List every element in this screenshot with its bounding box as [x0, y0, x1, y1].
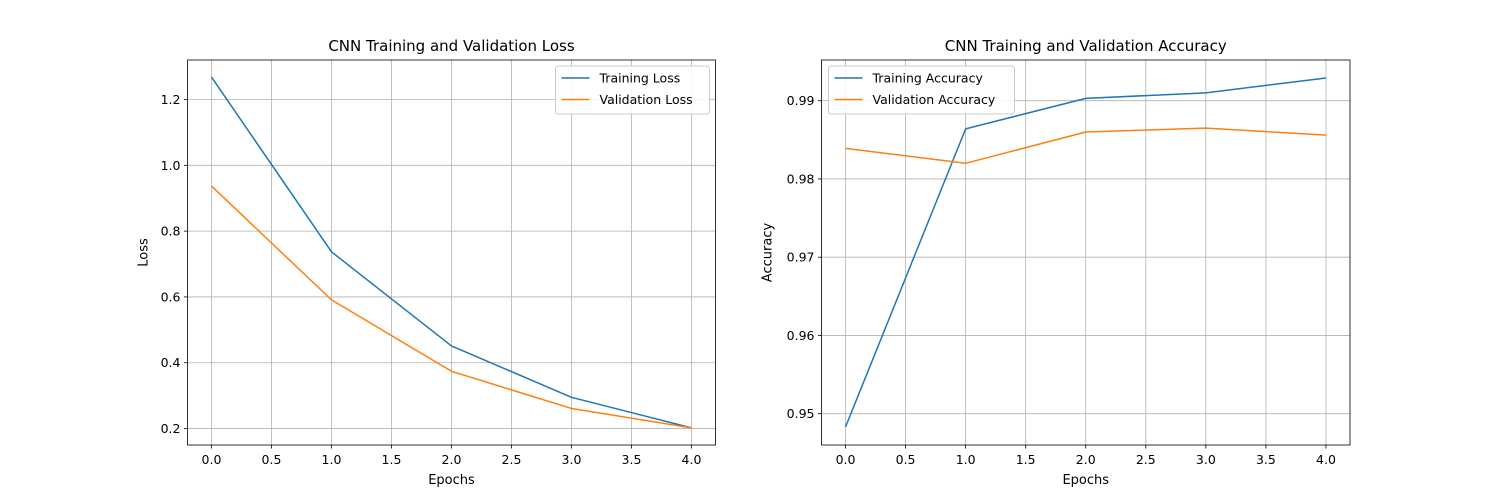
y-tick-label: 1.0 [161, 158, 181, 173]
legend: Training Loss Validation Loss [555, 65, 710, 115]
y-tick-label: 0.2 [161, 421, 181, 436]
legend-entry-label: Validation Loss [600, 92, 693, 107]
y-tick-label: 0.6 [161, 289, 181, 304]
x-tick-label: 4.0 [682, 452, 702, 467]
x-tick-label: 1.5 [382, 452, 402, 467]
x-tick-label: 4.0 [1316, 452, 1336, 467]
y-tick-label: 0.99 [787, 93, 815, 108]
x-axis-label: Epochs [428, 473, 475, 488]
legend-entry-label: Training Loss [599, 71, 681, 86]
chart-title: CNN Training and Validation Loss [328, 37, 575, 55]
x-tick-label: 1.5 [1016, 452, 1036, 467]
legend-box [555, 65, 710, 115]
y-tick-label: 0.96 [787, 328, 815, 343]
x-tick-label: 0.0 [202, 452, 222, 467]
x-tick-label: 3.5 [1256, 452, 1276, 467]
legend-entry-label: Training Accuracy [872, 71, 984, 86]
x-axis-label: Epochs [1062, 473, 1109, 488]
x-tick-label: 0.0 [836, 452, 856, 467]
x-tick-label: 0.5 [896, 452, 916, 467]
x-tick-label: 3.5 [622, 452, 642, 467]
legend-box [828, 65, 1015, 115]
chart-panel-0: 0.0 0.5 1.0 1.5 2.0 2.5 3.0 3.5 4.0 0.2 0.4 0.6 0.8 1… [137, 37, 716, 488]
chart-panel-1: 0.0 0.5 1.0 1.5 2.0 2.5 3.0 3.5 4.0 0.95 0.96 0.97 0… [761, 37, 1351, 488]
y-tick-label: 0.98 [787, 171, 815, 186]
x-tick-label: 3.0 [1196, 452, 1216, 467]
chart-title: CNN Training and Validation Accuracy [945, 37, 1227, 55]
legend-entry-label: Validation Accuracy [873, 92, 996, 107]
y-tick-label: 1.2 [161, 92, 181, 107]
y-axis-label: Accuracy [761, 223, 776, 283]
x-tick-label: 0.5 [262, 452, 282, 467]
y-tick-label: 0.95 [787, 406, 815, 421]
y-tick-label: 0.8 [161, 224, 181, 239]
y-axis-label: Loss [137, 238, 152, 267]
legend: Training Accuracy Validation Accuracy [828, 65, 1015, 115]
x-tick-label: 2.5 [1136, 452, 1156, 467]
x-tick-label: 3.0 [562, 452, 582, 467]
y-tick-label: 0.4 [161, 355, 181, 370]
x-tick-label: 1.0 [322, 452, 342, 467]
x-tick-label: 2.0 [442, 452, 462, 467]
x-tick-label: 2.5 [502, 452, 522, 467]
x-tick-label: 2.0 [1076, 452, 1096, 467]
y-tick-label: 0.97 [787, 250, 815, 265]
x-tick-label: 1.0 [956, 452, 976, 467]
